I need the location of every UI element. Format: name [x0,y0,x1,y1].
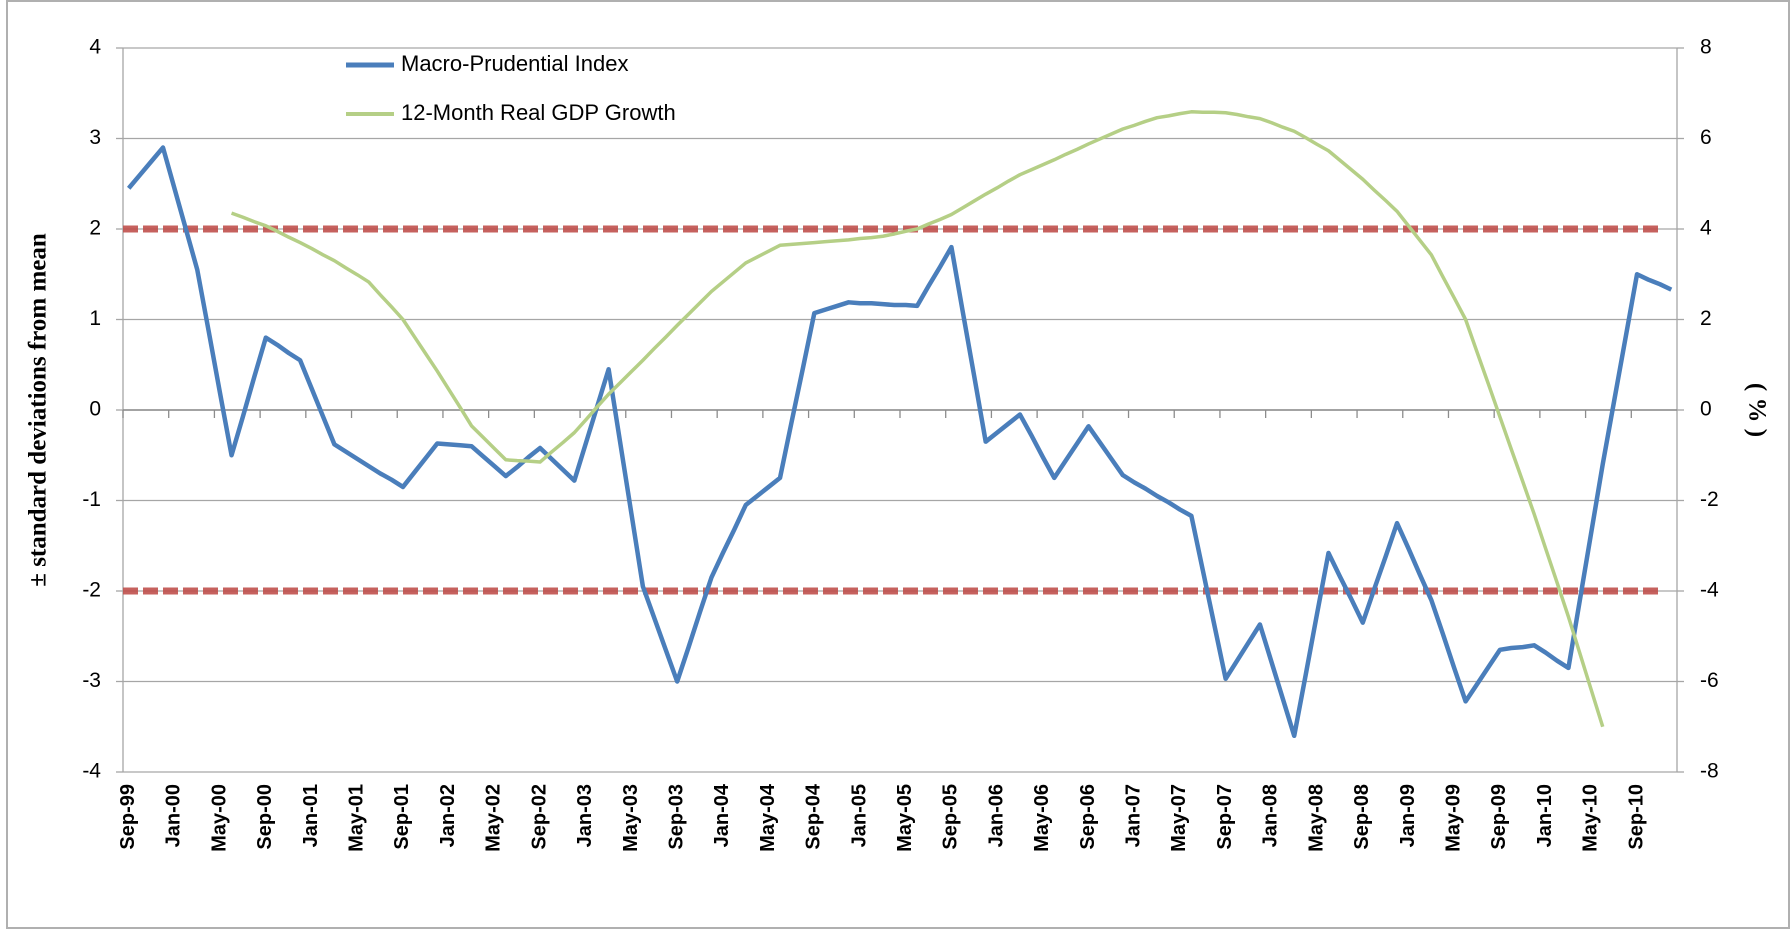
x-tick-label: Jan-04 [711,783,733,847]
x-tick-label: May-03 [620,784,642,852]
x-tick-label: May-10 [1580,784,1602,852]
x-tick-label: May-09 [1442,784,1464,852]
x-tick-label: Jan-06 [985,784,1007,847]
x-tick-label: Jan-02 [437,784,459,847]
x-tick-label: May-06 [1031,784,1053,852]
x-tick-label: Jan-09 [1397,784,1419,847]
y2-tick-label: 0 [1700,398,1712,421]
x-tick-label: Jan-03 [574,784,596,847]
x-tick-label: Jan-07 [1123,784,1145,847]
y2-tick-label: 4 [1700,217,1712,240]
x-tick-label: Sep-05 [940,784,962,850]
x-tick-label: May-01 [346,784,368,852]
y-tick-label: 2 [89,217,101,240]
y-tick-label: 4 [89,36,101,59]
y2-axis-title: ( % ) [1743,383,1770,437]
x-tick-label: May-00 [208,784,230,852]
y2-tick-label: -2 [1700,488,1719,511]
y-tick-label: -1 [82,488,101,511]
y2-tick-label: -8 [1700,760,1719,783]
x-tick-label: Sep-01 [391,784,413,850]
y-axis-title: ± standard deviations from mean [25,233,52,587]
x-tick-label: Jan-10 [1534,784,1556,847]
x-tick-label: Sep-02 [528,784,550,850]
x-tick-label: Sep-00 [254,784,276,850]
x-tick-label: May-02 [483,784,505,852]
x-tick-label: Sep-10 [1625,784,1647,850]
x-tick-label: Sep-07 [1214,784,1236,850]
x-tick-label: Jan-05 [848,784,870,847]
x-tick-label: May-04 [757,783,779,852]
x-tick-label: Sep-06 [1077,784,1099,850]
legend-label: 12-Month Real GDP Growth [401,100,676,125]
y-tick-label: -3 [82,669,101,692]
x-tick-label: Sep-03 [665,784,687,850]
frame [6,0,1790,929]
legend-label: Macro-Prudential Index [401,51,628,76]
y-tick-label: 3 [89,126,101,149]
series-line [230,110,1605,728]
y2-tick-label: 8 [1700,36,1712,59]
x-tick-label: Jan-08 [1260,784,1282,847]
y-tick-label: 1 [89,307,101,330]
y-tick-label: 0 [89,398,101,421]
x-tick-label: May-08 [1305,784,1327,852]
y2-tick-label: 2 [1700,307,1712,330]
y2-tick-label: -6 [1700,669,1719,692]
y-tick-label: -4 [82,760,101,783]
x-tick-label: Sep-08 [1351,784,1373,850]
y2-tick-label: -4 [1700,579,1719,602]
x-tick-label: Jan-01 [300,784,322,847]
x-tick-label: Sep-04 [803,783,825,849]
x-tick-label: Jan-00 [163,784,185,847]
x-tick-label: Sep-99 [117,784,139,850]
x-tick-label: Sep-09 [1488,784,1510,850]
y2-tick-label: 6 [1700,126,1712,149]
x-tick-label: May-07 [1168,784,1190,852]
x-tick-label: May-05 [894,784,916,852]
series-line [126,145,1673,739]
y-tick-label: -2 [82,579,101,602]
